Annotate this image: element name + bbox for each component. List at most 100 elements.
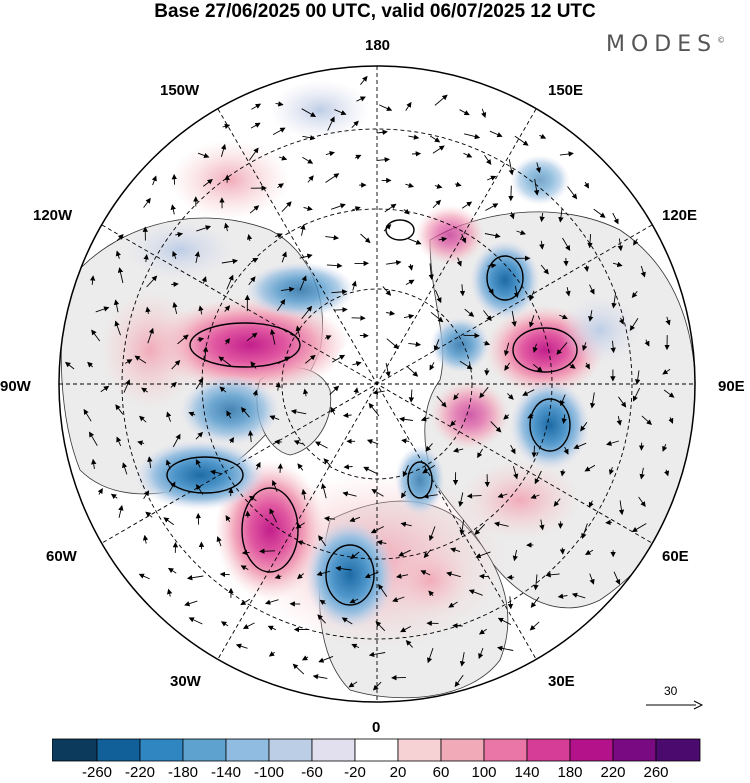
wind-vector: [197, 152, 210, 159]
map-border: [58, 65, 696, 703]
wind-vector: [170, 381, 177, 388]
wind-vector: [386, 338, 399, 349]
wind-vector: [297, 540, 306, 546]
wind-vector: [316, 570, 331, 577]
wind-vector: [606, 440, 619, 446]
wind-vector: [147, 327, 154, 344]
wind-vector: [220, 143, 227, 158]
wind-vector: [459, 284, 466, 297]
wind-vector: [408, 134, 420, 140]
wind-vector: [360, 233, 371, 244]
wind-vector: [662, 444, 668, 452]
wind-vector: [300, 224, 306, 236]
wind-vector: [114, 320, 121, 336]
wind-vector: [368, 402, 380, 417]
wind-vector: [392, 596, 405, 603]
wind-vector: [222, 123, 231, 129]
wind-vector: [616, 416, 622, 426]
wind-vector: [640, 265, 646, 278]
colorbar-tick-label: -220: [124, 764, 156, 781]
wind-vector: [249, 205, 260, 214]
wind-vector: [420, 416, 430, 422]
lon-label-90e: 90E: [718, 378, 745, 395]
wind-vector: [613, 571, 621, 585]
colorbar-bin: [397, 738, 442, 762]
wind-vector: [545, 572, 560, 578]
wind-vector: [218, 356, 232, 366]
wind-vector: [484, 233, 501, 239]
wind-vector: [464, 308, 475, 317]
wind-vector: [364, 571, 379, 579]
wind-vector: [432, 145, 445, 154]
wind-vector: [429, 135, 441, 143]
wind-vector: [466, 493, 482, 499]
wind-vector: [461, 201, 473, 209]
wind-vector: [250, 361, 257, 369]
wind-vector: [343, 464, 353, 470]
wind-vector: [166, 411, 172, 422]
wind-reference-arrow: [646, 700, 704, 710]
wind-vector: [91, 329, 101, 342]
wind-vector: [349, 516, 361, 522]
wind-vector: [508, 185, 514, 202]
lon-label-150e: 150E: [548, 82, 584, 99]
wind-vector: [335, 565, 352, 572]
wind-vector: [175, 231, 184, 238]
wind-vector: [463, 152, 473, 158]
wind-vector: [532, 343, 538, 353]
wind-vector: [587, 233, 593, 249]
wind-vector: [494, 521, 509, 527]
wind-vector: [167, 567, 177, 574]
wind-vector: [219, 386, 227, 393]
wind-vector: [198, 305, 204, 315]
wind-vector: [399, 416, 413, 422]
wind-vector: [503, 342, 510, 357]
wind-vector: [240, 598, 251, 606]
wind-vector: [557, 593, 568, 599]
wind-vector: [292, 663, 305, 675]
wind-vector: [400, 626, 412, 633]
wind-vector: [539, 212, 545, 223]
wind-vector: [408, 389, 415, 403]
wind-vector: [398, 549, 411, 557]
wind-vector: [240, 407, 250, 418]
wind-vector: [553, 498, 561, 507]
wind-vector: [122, 462, 128, 475]
brand-mark: ©: [717, 35, 726, 45]
wind-vector: [252, 389, 258, 397]
colorbar-bin: [526, 738, 571, 762]
wind-vector: [318, 655, 334, 663]
wind-vector: [383, 224, 392, 232]
wind-vector: [277, 356, 291, 364]
colorbar-tick-label: 20: [389, 764, 407, 781]
wind-vector: [608, 466, 615, 476]
wind-vector: [535, 162, 541, 174]
wind-vector: [474, 523, 486, 535]
colorbar-tick-label: 260: [643, 764, 669, 781]
wind-vector: [589, 284, 595, 295]
wind-vector: [539, 240, 545, 250]
colorbar-tick-label: 220: [600, 764, 626, 781]
wind-vector: [312, 674, 328, 680]
wind-vector: [228, 487, 234, 497]
wind-vector: [559, 314, 568, 320]
wind-vector: [533, 178, 540, 196]
wind-vector: [668, 417, 674, 424]
wind-vector: [186, 575, 204, 581]
wind-vector: [360, 75, 368, 85]
wind-vector: [434, 289, 442, 304]
wind-vector: [151, 175, 157, 186]
wind-vector: [511, 310, 517, 327]
wind-vector: [171, 173, 178, 185]
wind-vector: [583, 181, 589, 189]
wind-vector: [485, 203, 499, 211]
wind-vector: [458, 492, 464, 507]
lon-label-90w: 90W: [0, 378, 31, 395]
wind-vector: [396, 573, 409, 579]
wind-vector: [188, 411, 196, 417]
wind-vector: [405, 182, 415, 188]
wind-vector: [522, 389, 535, 396]
wind-vector: [490, 421, 502, 433]
wind-vector: [539, 133, 547, 139]
wind-vector: [468, 589, 483, 596]
